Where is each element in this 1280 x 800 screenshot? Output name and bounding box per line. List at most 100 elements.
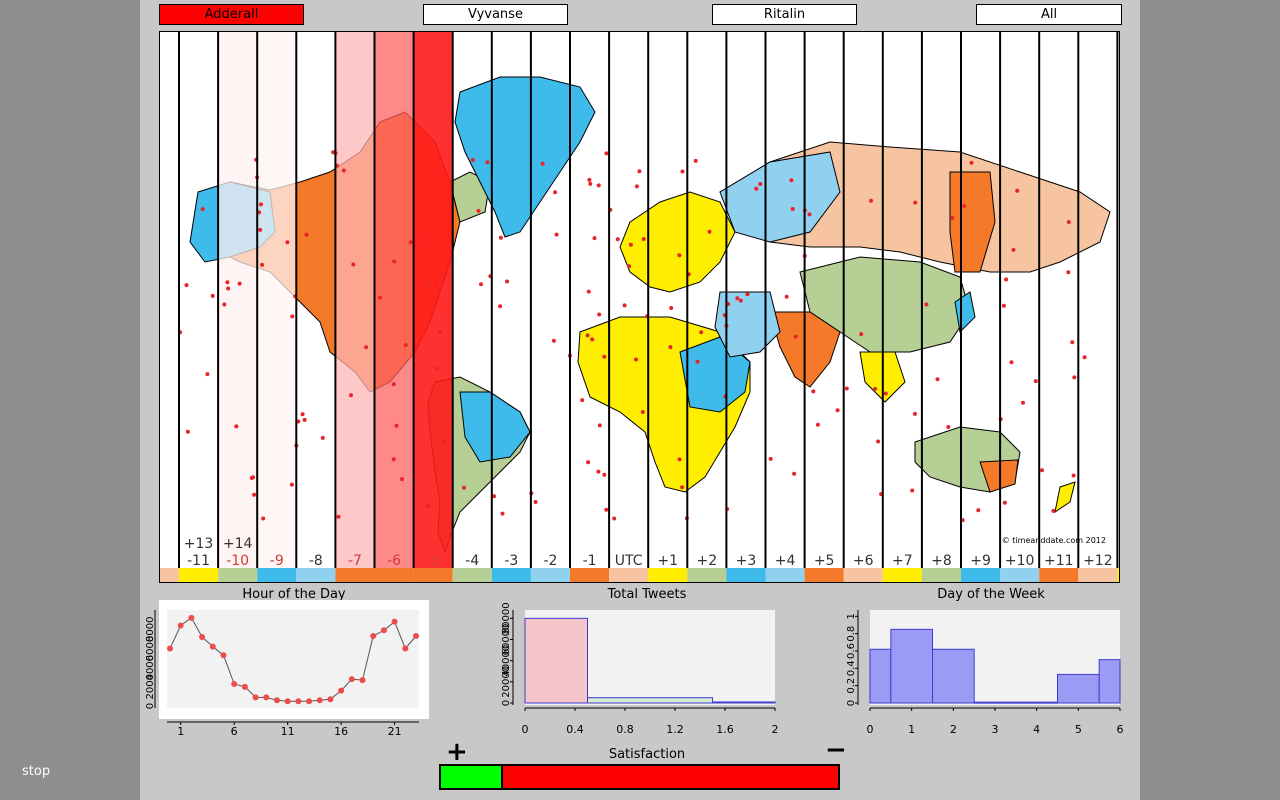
zone-strip-1	[218, 568, 258, 582]
zone-label-18: +7	[892, 553, 913, 569]
tweet-dot	[677, 253, 682, 258]
hour-chart-title: Hour of the Day	[242, 587, 346, 602]
all-button[interactable]: All	[976, 4, 1122, 25]
hour-point-21	[391, 618, 398, 625]
zone-label-0: -11	[187, 553, 210, 569]
timezone-lines	[178, 32, 1119, 568]
tweet-dot	[587, 177, 592, 182]
tweet-dot	[226, 286, 231, 291]
tweets-xtick-label-0: 0	[522, 723, 529, 736]
hour-ytick-label-1: 2000	[145, 674, 156, 699]
zone-strip-17	[843, 568, 883, 582]
hour-point-0	[167, 645, 173, 652]
zone-label-14: +3	[736, 553, 757, 569]
zone-strip-22	[1039, 568, 1079, 582]
stop-button[interactable]: stop	[22, 764, 51, 779]
tweets-bar-2	[712, 701, 776, 704]
timezone-labels: -11+13 -10+14 -9 -8 -7 -6 -5 -4 -3 -2 -1 UTC +1 +2 +3 +…	[184, 536, 1113, 569]
tweet-dot	[695, 359, 700, 364]
tweet-dot	[1021, 400, 1025, 405]
plus-icon: +	[446, 737, 468, 767]
tweet-dot	[438, 330, 442, 335]
hour-point-4	[209, 643, 216, 650]
tweet-dot	[592, 236, 597, 241]
siberia	[719, 151, 841, 243]
tweet-dot	[668, 345, 673, 350]
tweets-ytick-label-4: 80000	[501, 602, 512, 634]
hour-point-12	[295, 698, 302, 705]
tweet-dot	[596, 183, 601, 188]
week-bar-0	[869, 648, 892, 704]
tweet-dot	[792, 471, 797, 476]
zone-strip-11	[609, 568, 649, 582]
tweet-dot	[969, 160, 974, 165]
tweet-dots	[178, 150, 1087, 523]
zone-label-13: +2	[697, 553, 718, 569]
tweet-dot	[627, 264, 632, 269]
tweets-chart-title: Total Tweets	[607, 587, 687, 602]
tweet-dot	[259, 202, 263, 207]
zone-tint-1	[218, 32, 258, 568]
ritalin-button[interactable]: Ritalin	[712, 4, 857, 25]
tweets-xtick-label-2: 0.8	[616, 723, 634, 736]
left-margin: stop	[0, 0, 140, 800]
tweet-dot	[612, 516, 617, 521]
tweet-dot	[222, 302, 227, 307]
tweet-dot	[435, 366, 439, 371]
tweet-dot	[408, 240, 413, 245]
tweet-dot	[1002, 500, 1007, 505]
tweet-dot	[304, 232, 309, 237]
zone-strip-21	[1000, 568, 1040, 582]
tweet-dot	[429, 433, 434, 438]
hour-point-3	[199, 634, 206, 640]
vyvanse-button[interactable]: Vyvanse	[423, 4, 568, 25]
world-map-svg: -11+13 -10+14 -9 -8 -7 -6 -5 -4 -3 -2 -1 UTC +1 +2 +3 +…	[160, 32, 1119, 582]
hour-chart: 1 6 11 16 21 0 2000 4000 6000 8000	[145, 600, 435, 740]
greenland	[454, 76, 596, 238]
tweet-dot	[790, 207, 795, 211]
zone-upper-label-0: +13	[184, 536, 214, 552]
tweet-dot	[260, 262, 265, 267]
zone-strip-5	[374, 568, 414, 582]
tweet-dot	[533, 500, 538, 504]
tweets-ytick-label-2: 40000	[501, 645, 512, 677]
zone-label-17: +6	[853, 553, 874, 569]
zone-tint-5	[374, 32, 414, 568]
tweet-dot	[586, 289, 591, 294]
tweet-dot	[394, 423, 399, 428]
tweet-dot	[1072, 375, 1077, 380]
hour-ytick-label-4: 8000	[145, 617, 156, 642]
tweet-dot	[185, 429, 190, 434]
zone-label-20: +9	[970, 553, 991, 569]
tweet-dot	[793, 334, 798, 339]
zone-label-1: -10	[226, 553, 249, 569]
week-xtick-label-2: 2	[950, 723, 957, 736]
tweet-dot	[628, 242, 633, 247]
tweet-dot	[302, 417, 307, 422]
tweet-dot	[634, 184, 639, 189]
minus-icon: −	[825, 735, 847, 765]
timezone-map[interactable]: -11 +13 -10 +14 -9 -8 -7 -6 -5 -4 -3 -2 -1 UTC +1 +2 +3 +…	[159, 31, 1120, 583]
tweet-dot	[835, 408, 840, 413]
tweet-dot	[707, 229, 712, 234]
hour-xtick-label-2: 11	[281, 725, 295, 738]
zone-label-11: UTC	[615, 553, 643, 569]
hour-point-17	[348, 676, 355, 683]
week-xtick-label-4: 4	[1033, 723, 1040, 736]
zone-strip-9	[530, 568, 570, 582]
tweet-dot	[1033, 379, 1038, 384]
tweet-dot	[1015, 188, 1020, 193]
hour-plot-area	[167, 610, 419, 708]
zone-label-6: -5	[426, 553, 440, 569]
tweet-dot	[252, 492, 257, 497]
zone-tint-4	[335, 32, 375, 568]
hour-point-22	[402, 645, 409, 652]
week-bar-5	[1057, 673, 1100, 704]
tweet-dot	[442, 439, 447, 444]
tweet-dot	[950, 216, 955, 220]
tweet-dot	[479, 282, 483, 287]
tweet-dot	[596, 469, 601, 474]
zone-label-4: -7	[348, 553, 362, 569]
adderall-button[interactable]: Adderall	[159, 4, 304, 25]
tweet-dot	[1066, 270, 1071, 275]
